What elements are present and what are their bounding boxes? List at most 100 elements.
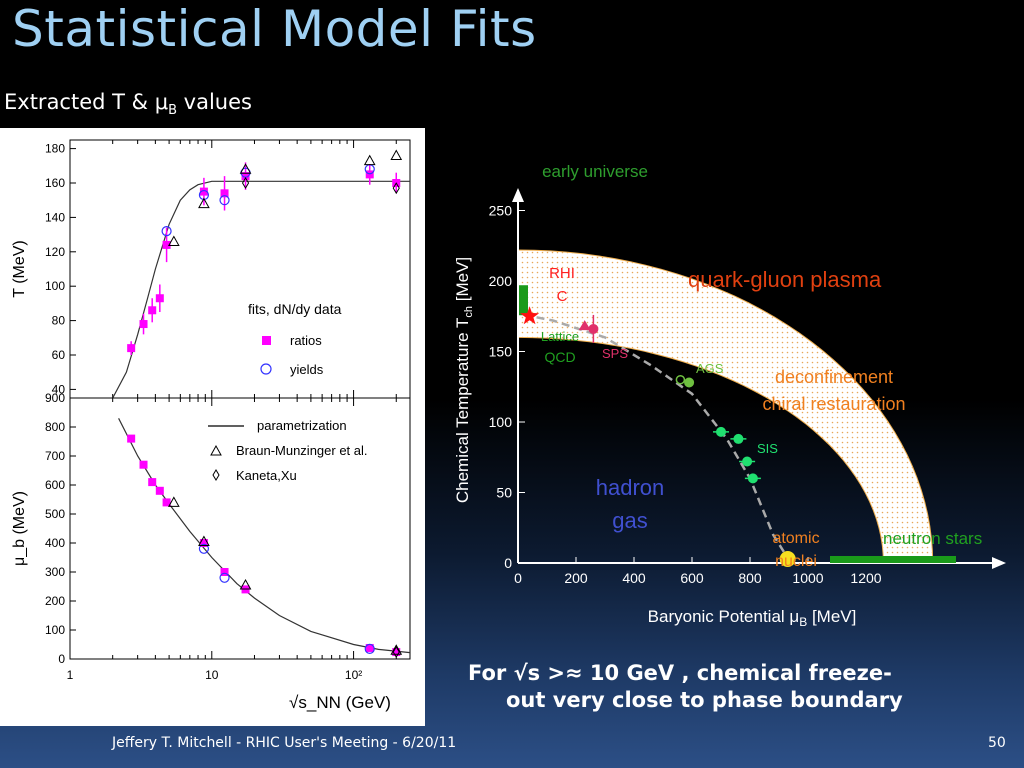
plot-frame: [69, 397, 411, 660]
freeze-out-curve: [523, 313, 791, 561]
data-point-Braun-Munzinger et al.: [363, 154, 376, 166]
y-tick-label: 160: [45, 176, 65, 190]
early-universe-label: early universe: [542, 162, 648, 181]
y-tick-label: 180: [45, 142, 65, 156]
conclusion-line-2: out very close to phase boundary: [506, 688, 903, 712]
ags-point: [684, 377, 695, 388]
legend-kx-marker: [212, 469, 220, 481]
legend-ratios-label: ratios: [290, 333, 322, 348]
legend-kx-label: Kaneta,Xu: [236, 468, 297, 483]
data-point-ratios: [365, 643, 374, 652]
y-tick-label: 150: [489, 344, 513, 360]
deconfinement-label: deconfinement: [775, 367, 893, 387]
data-point-ratios: [241, 172, 250, 181]
rhic-label-line2: C: [557, 288, 568, 305]
legend-parametrization-label: parametrization: [257, 418, 347, 433]
data-point-ratios: [127, 434, 136, 443]
phase-diagram-chart: 0 50 100 150 200 250 0 200 400 600 800 1000 1200 Bary…: [453, 162, 1006, 629]
data-point-Braun-Munzinger et al.: [198, 535, 210, 547]
data-point-yields: [219, 572, 230, 583]
rhic-star-marker: [520, 306, 540, 325]
qgp-label: quark-gluon plasma: [688, 267, 882, 292]
lattice-qcd-band: [519, 285, 528, 316]
data-point-ratios: [127, 344, 136, 353]
footer-text: Jeffery T. Mitchell - RHIC User's Meetin…: [112, 735, 457, 751]
y-tick-label: 250: [489, 203, 513, 219]
x-tick-label: 1200: [850, 570, 881, 586]
data-point-Kaneta,Xu: [392, 182, 400, 195]
sis-point: [733, 433, 744, 444]
y-tick-label: 600: [45, 478, 65, 492]
y-tick-label: 500: [45, 507, 65, 521]
x-tick-label: 800: [738, 570, 762, 586]
y-tick-label: 300: [45, 565, 65, 579]
parametrization-curve: [112, 180, 410, 399]
page-number: 50: [988, 735, 1006, 751]
legend-bm-marker: [210, 444, 222, 456]
data-point-Kaneta,Xu: [241, 177, 250, 189]
data-point-Braun-Munzinger et al.: [167, 235, 180, 246]
neutron-stars-label: neutron stars: [883, 529, 982, 548]
y-axis-label: T (MeV): [11, 240, 28, 297]
data-point-ratios: [155, 486, 164, 495]
data-point-Braun-Munzinger et al.: [198, 197, 210, 209]
gas-label: gas: [612, 508, 647, 533]
hadron-label: hadron: [596, 475, 665, 500]
chiral-label: chiral restauration: [762, 394, 905, 414]
legend-yields-marker: [260, 363, 272, 375]
data-point-ratios: [148, 306, 157, 315]
y-tick-label: 140: [45, 210, 65, 224]
data-point-ratios: [365, 170, 374, 179]
y-tick-label: 800: [45, 420, 65, 434]
data-point-Braun-Munzinger et al.: [239, 163, 252, 174]
x-axis-label: Baryonic Potential μB [MeV]: [648, 607, 857, 629]
sps-point: [578, 320, 591, 331]
x-tick-label: 10²: [345, 668, 362, 682]
data-point-ratios: [148, 478, 157, 487]
y-tick-label: 60: [52, 348, 66, 362]
data-point-Braun-Munzinger et al.: [167, 496, 180, 507]
rhic-label-line1: RHI: [549, 265, 575, 282]
y-tick-label: 40: [52, 382, 66, 396]
y-tick-label: 200: [45, 594, 65, 608]
data-point-ratios: [220, 189, 229, 198]
ags-label: AGS: [696, 361, 724, 376]
y-axis-label: Chemical Temperature Tch [MeV]: [453, 257, 475, 503]
x-tick-label: 600: [680, 570, 704, 586]
data-point-yields: [364, 643, 375, 654]
y-tick-label: 700: [45, 449, 65, 463]
data-point-yields: [219, 195, 230, 206]
y-tick-label: 0: [504, 555, 512, 571]
legend-ratios-marker: [262, 336, 271, 345]
data-point-ratios: [220, 568, 229, 576]
conclusion-text: For √s >≈ 10 GeV , chemical freeze- out …: [468, 660, 938, 714]
lattice-label-line2: QCD: [544, 349, 575, 365]
sis-point: [716, 426, 726, 437]
y-tick-label: 100: [489, 414, 513, 430]
atomic-label: atomic: [772, 530, 819, 547]
x-tick-label: 400: [622, 570, 646, 586]
sis-point: [742, 456, 753, 467]
x-tick-label: 1000: [792, 570, 823, 586]
y-tick-label: 400: [45, 536, 65, 550]
legend-yields-label: yields: [290, 362, 324, 377]
y-axis-label: μ_b (MeV): [11, 491, 28, 566]
data-point-Braun-Munzinger et al.: [390, 644, 403, 655]
data-point-Braun-Munzinger et al.: [239, 579, 252, 590]
y-tick-label: 100: [45, 279, 65, 293]
slide-subtitle: Extracted T & μB values: [4, 90, 252, 119]
atomic-nuclei-marker: [779, 551, 796, 567]
y-tick-label: 50: [496, 485, 512, 501]
data-point-Kaneta,Xu: [392, 646, 400, 659]
x-axis-label: √s_NN (GeV): [289, 693, 391, 712]
y-tick-label: 900: [45, 391, 65, 405]
legend-bm-label: Braun-Munzinger et al.: [236, 443, 368, 458]
x-tick-label: 200: [564, 570, 588, 586]
data-point-ratios: [155, 294, 164, 303]
conclusion-line-1: For √s >≈ 10 GeV , chemical freeze-: [468, 661, 892, 685]
legend-title: fits, dN/dy data: [248, 301, 342, 317]
data-point-yields: [161, 226, 172, 237]
data-point-ratios: [392, 648, 401, 657]
x-axis-arrow: [992, 557, 1006, 569]
x-tick-label: 1: [67, 668, 74, 682]
